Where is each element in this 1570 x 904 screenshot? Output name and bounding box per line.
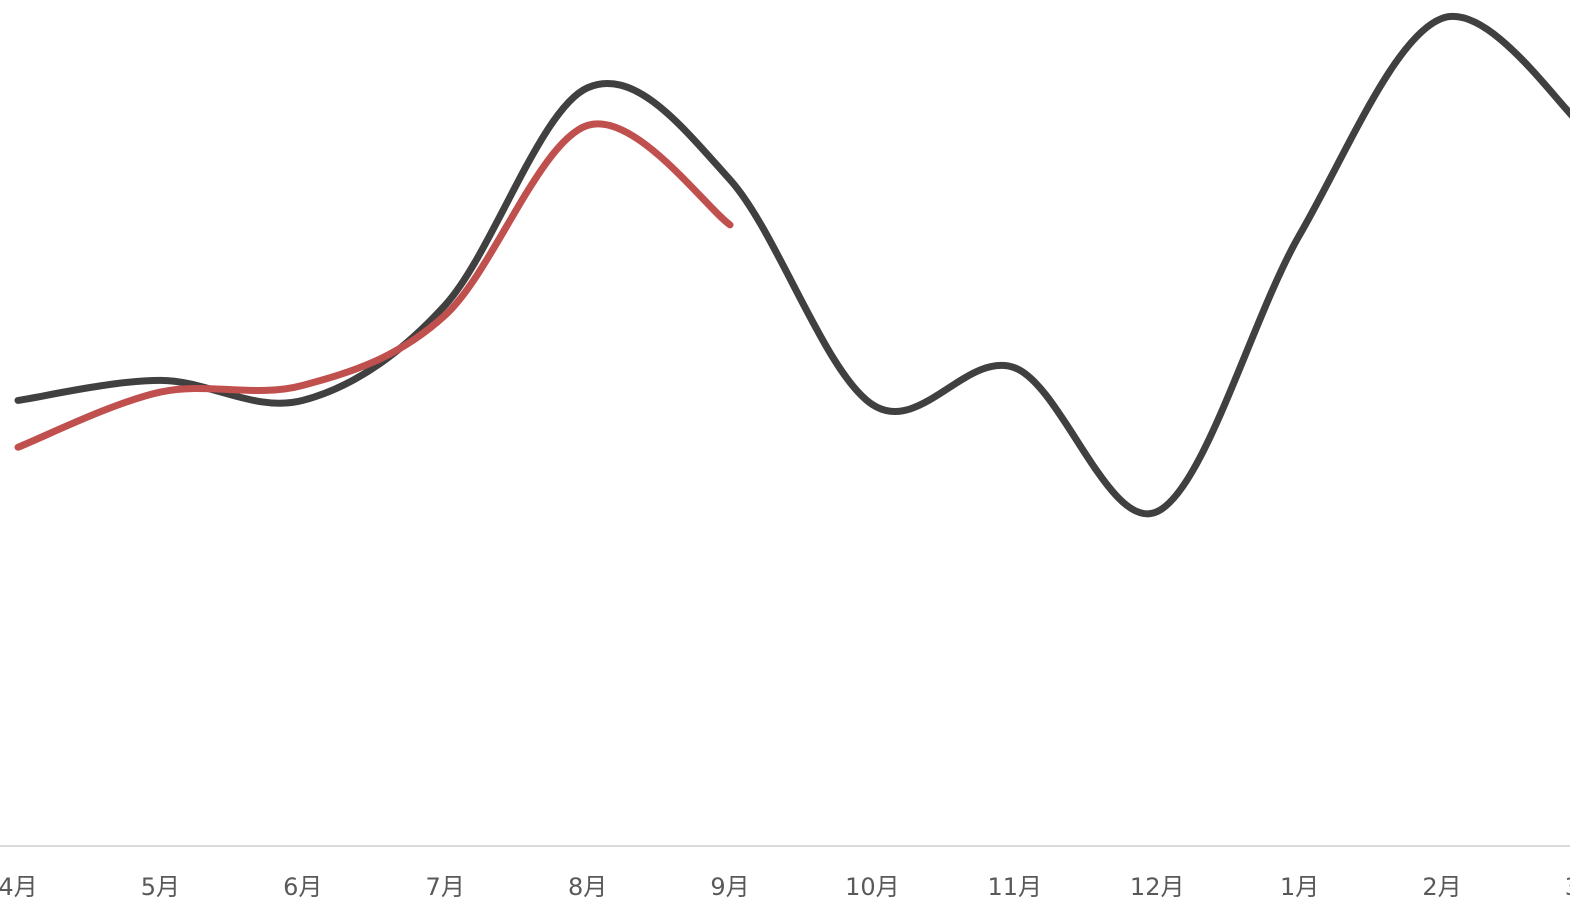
series-line xyxy=(14,120,734,451)
x-tick-label: 11月 xyxy=(988,873,1043,901)
series-line xyxy=(14,12,1570,518)
x-tick-label: 6月 xyxy=(283,873,322,901)
x-tick-label: 12月 xyxy=(1130,873,1185,901)
x-tick-label: 3月 xyxy=(1565,873,1570,901)
x-tick-label: 7月 xyxy=(426,873,465,901)
x-tick-label: 9月 xyxy=(710,873,749,901)
x-tick-label: 10月 xyxy=(845,873,900,901)
x-tick-label: 2月 xyxy=(1422,873,1461,901)
x-tick-label: 1月 xyxy=(1280,873,1319,901)
x-tick-label: 4月 xyxy=(0,873,38,901)
x-tick-label: 8月 xyxy=(568,873,607,901)
x-tick-label: 5月 xyxy=(141,873,180,901)
